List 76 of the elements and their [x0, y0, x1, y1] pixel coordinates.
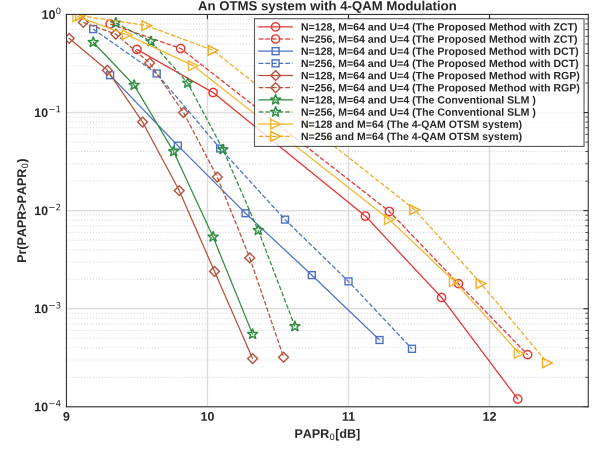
- point: [278, 352, 290, 363]
- point: [78, 16, 89, 28]
- point: [280, 215, 290, 224]
- point: [141, 20, 152, 32]
- x-tick-label: 9: [63, 412, 70, 421]
- point: [178, 106, 190, 118]
- point: [182, 76, 194, 88]
- point: [87, 36, 100, 48]
- point: [188, 60, 199, 72]
- point: [542, 357, 553, 368]
- point: [174, 185, 185, 196]
- point: [246, 353, 258, 364]
- y-tick-label: 10$^{0}$: [42, 8, 61, 20]
- point: [102, 64, 113, 76]
- legend-label: N=256, M=64 and U=4 (The Conventional SLM ): [302, 108, 536, 118]
- point: [241, 209, 250, 218]
- point: [89, 24, 98, 34]
- point: [176, 44, 186, 54]
- y-tick-label: 10$^{−4}$: [34, 400, 61, 412]
- legend-label: N=256 and M=64 (The 4-QAM OTSM system): [302, 132, 522, 142]
- point: [409, 204, 420, 216]
- point: [512, 394, 523, 404]
- point: [136, 116, 148, 128]
- point: [522, 350, 532, 360]
- point: [168, 145, 180, 157]
- point: [408, 344, 416, 353]
- point: [436, 292, 446, 302]
- point: [216, 143, 229, 155]
- x-axis-title: PAPR$_{0}$[dB]: [295, 428, 360, 441]
- point: [308, 270, 316, 280]
- y-tick-label: 10$^{−3}$: [34, 302, 60, 314]
- point: [384, 214, 395, 226]
- point: [152, 69, 161, 78]
- point: [454, 278, 464, 289]
- point: [476, 278, 487, 290]
- point: [384, 206, 394, 216]
- y-tick-label: 10$^{−1}$: [34, 106, 60, 118]
- point: [208, 266, 220, 278]
- point: [110, 16, 122, 28]
- x-tick-label: 12: [483, 412, 496, 421]
- point: [244, 252, 256, 264]
- y-axis-title: Pr(PAPR>PAPR$_{0}$): [16, 159, 29, 262]
- legend-label: N=128, M=64 and U=4 (The Proposed Method with ZCT): [302, 22, 577, 33]
- legend-label: N=128, M=64 and U=4 (The Conventional SLM ): [302, 96, 536, 106]
- point: [216, 144, 224, 153]
- point: [246, 328, 259, 340]
- legend-label: N=128 and M=64 (The 4-QAM OTSM system): [302, 120, 522, 130]
- point: [207, 230, 220, 242]
- point: [288, 320, 301, 332]
- x-tick-label: 10: [201, 412, 214, 421]
- point: [514, 348, 525, 359]
- point: [252, 224, 264, 236]
- point: [145, 35, 158, 47]
- point: [208, 44, 219, 56]
- point: [106, 71, 114, 80]
- point: [375, 336, 384, 344]
- point: [212, 171, 223, 183]
- point: [448, 276, 460, 287]
- point: [110, 28, 122, 40]
- point: [122, 29, 133, 40]
- point: [174, 141, 182, 150]
- legend-label: N=256, M=64 and U=4 (The Proposed Method with RGP): [302, 84, 580, 94]
- legend-label: N=128, M=64 and U=4 (The Proposed Method with DCT): [302, 47, 578, 58]
- point: [144, 57, 156, 69]
- point: [360, 211, 370, 221]
- legend-label: N=128, M=64 and U=4 (The Proposed Method with RGP): [302, 72, 580, 82]
- legend-label: N=256, M=64 and U=4 (The Proposed Method with DCT): [302, 59, 578, 70]
- point: [128, 78, 140, 90]
- point: [105, 19, 115, 29]
- point: [344, 277, 353, 286]
- point: [208, 88, 218, 98]
- point: [132, 44, 142, 54]
- y-tick-label: 10$^{−2}$: [34, 204, 60, 216]
- legend-label: N=256, M=64 and U=4 (The Proposed Method with ZCT): [302, 35, 577, 45]
- chart-title: An OTMS system with 4-QAM Modulation: [198, 0, 456, 14]
- x-tick-label: 11: [342, 412, 355, 421]
